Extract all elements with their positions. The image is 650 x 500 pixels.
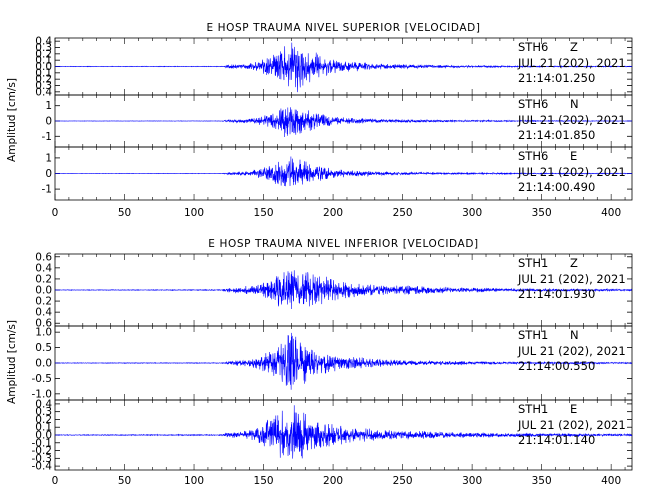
x-tick-label: 150 xyxy=(254,207,274,219)
x-tick-label: 50 xyxy=(118,475,131,487)
y-tick-label: 0.0 xyxy=(35,358,52,370)
x-tick-label: 250 xyxy=(393,207,413,219)
time-label: 21:14:01.930 xyxy=(518,287,595,301)
x-tick-label: 0 xyxy=(52,207,59,219)
trace-panel-sth1-n: -1.0 -0.5 0.0 0.5 1.0 STH1 N JUL 21 (202), 2021… xyxy=(32,325,633,401)
component-label: Z xyxy=(570,40,578,54)
x-tick-label: 350 xyxy=(532,207,552,219)
x-tick-label: 100 xyxy=(184,475,204,487)
waveform-sth1-n xyxy=(54,332,633,390)
x-tick-label: 200 xyxy=(323,475,343,487)
component-label: E xyxy=(570,402,577,416)
station-label: STH1 xyxy=(518,256,548,270)
y-tick-label: 0.3 xyxy=(35,406,52,418)
y-tick-label: 0 xyxy=(45,168,52,180)
y-tick-label: -1 xyxy=(42,131,52,143)
chart-2: E HOSP TRAUMA NIVEL INFERIOR [VELOCIDAD]… xyxy=(6,238,633,487)
y-tick-label: 1.0 xyxy=(35,327,52,339)
x-tick-label: 250 xyxy=(393,475,413,487)
x-tick-label: 350 xyxy=(532,475,552,487)
y-tick-label: 0.4 xyxy=(35,398,52,410)
station-label: STH6 xyxy=(518,149,548,163)
station-label: STH1 xyxy=(518,328,548,342)
x-tick-label: 50 xyxy=(118,207,131,219)
x-tick-label: 150 xyxy=(254,475,274,487)
y-tick-label: 0.0 xyxy=(35,430,52,442)
y-tick-label: 0 xyxy=(45,116,52,128)
y-tick-label: 0.2 xyxy=(35,48,52,60)
y-tick-label: -0.4 xyxy=(32,461,53,473)
y-tick-label: 0.4 xyxy=(35,86,52,98)
y-tick-label: 1 xyxy=(45,100,52,112)
y-tick-label: 0.6 xyxy=(35,251,52,263)
date-label: JUL 21 (202), 2021 xyxy=(517,165,626,179)
x-tick-label: 300 xyxy=(462,475,482,487)
chart-title: E HOSP TRAUMA NIVEL INFERIOR [VELOCIDAD] xyxy=(208,238,478,250)
time-label: 21:14:01.850 xyxy=(518,128,595,142)
waveform-sth6-z xyxy=(54,42,633,93)
x-tick-label: 200 xyxy=(323,207,343,219)
x-tick-label: 0 xyxy=(52,475,59,487)
y-tick-label: -0.5 xyxy=(32,373,53,385)
x-tick-label: 300 xyxy=(462,207,482,219)
y-tick-label: 0.3 xyxy=(35,42,52,54)
y-tick-label: -1.0 xyxy=(32,388,53,400)
x-tick-label: 100 xyxy=(184,207,204,219)
y-tick-label: -0.1 xyxy=(32,437,53,449)
date-label: JUL 21 (202), 2021 xyxy=(517,344,626,358)
time-label: 21:14:00.490 xyxy=(518,180,595,194)
y-tick-label: -1 xyxy=(42,184,52,196)
y-tick-label: 0.2 xyxy=(35,296,52,308)
y-tick-label: -0.3 xyxy=(32,453,53,465)
y-tick-label: 0.4 xyxy=(35,307,52,319)
y-tick-label: 0.4 xyxy=(35,262,52,274)
y-tick-label: -0.2 xyxy=(32,445,53,457)
y-axis-label: Amplitud [cm/s] xyxy=(6,78,18,162)
x-tick-label: 400 xyxy=(601,207,621,219)
date-label: JUL 21 (202), 2021 xyxy=(517,113,626,127)
y-tick-label: 0.0 xyxy=(35,285,52,297)
y-tick-label: 0.6 xyxy=(35,318,52,330)
time-label: 21:14:00.550 xyxy=(518,359,595,373)
time-label: 21:14:01.140 xyxy=(518,433,595,447)
station-label: STH6 xyxy=(518,40,548,54)
y-tick-label: 0.0 xyxy=(35,61,52,73)
y-tick-label: 0.5 xyxy=(35,342,52,354)
y-tick-label: 0.3 xyxy=(35,80,52,92)
station-label: STH1 xyxy=(518,402,548,416)
y-tick-label: 1 xyxy=(45,152,52,164)
waveform-sth6-e xyxy=(54,156,633,187)
waveform-sth1-e xyxy=(54,405,633,459)
y-tick-label: 0.2 xyxy=(35,74,52,86)
date-label: JUL 21 (202), 2021 xyxy=(517,56,626,70)
waveform-sth1-z xyxy=(54,270,633,309)
y-tick-label: 0.2 xyxy=(35,273,52,285)
chart-title: E HOSP TRAUMA NIVEL SUPERIOR [VELOCIDAD] xyxy=(206,22,480,34)
station-label: STH6 xyxy=(518,97,548,111)
time-label: 21:14:01.250 xyxy=(518,71,595,85)
trace-panel-sth1-e: -0.4-0.3-0.2-0.10.00.10.20.30.4 STH1 E JUL … xyxy=(32,398,633,473)
component-label: N xyxy=(570,328,579,342)
chart-1: E HOSP TRAUMA NIVEL SUPERIOR [VELOCIDAD]… xyxy=(6,22,633,219)
y-tick-label: 0.1 xyxy=(35,55,52,67)
component-label: N xyxy=(570,97,579,111)
x-tick-label: 400 xyxy=(601,475,621,487)
date-label: JUL 21 (202), 2021 xyxy=(517,272,626,286)
y-axis-label: Amplitud [cm/s] xyxy=(6,320,18,404)
component-label: E xyxy=(570,149,577,163)
y-tick-label: 0.2 xyxy=(35,414,52,426)
component-label: Z xyxy=(570,256,578,270)
y-tick-label: 0.4 xyxy=(35,36,52,48)
y-tick-label: 0.1 xyxy=(35,67,52,79)
y-tick-label: 0.1 xyxy=(35,422,52,434)
date-label: JUL 21 (202), 2021 xyxy=(517,418,626,432)
waveform-sth6-n xyxy=(54,107,633,137)
